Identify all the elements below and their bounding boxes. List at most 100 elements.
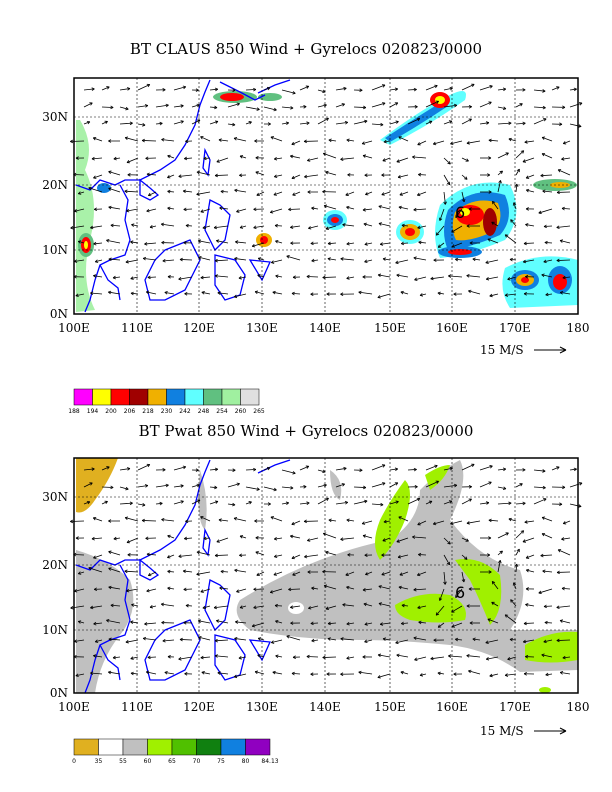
wind-arrowhead-icon xyxy=(556,86,560,90)
wind-arrow xyxy=(179,639,193,641)
wind-arrow xyxy=(346,656,355,659)
wind-arrow xyxy=(461,463,475,471)
wind-arrowhead-icon xyxy=(273,554,278,558)
wind-arrow xyxy=(399,191,409,196)
wind-arrow xyxy=(364,259,373,263)
wind-arrow xyxy=(256,191,265,196)
wind-arrow xyxy=(382,638,391,641)
wind-arrowhead-icon xyxy=(184,672,188,676)
wind-arrowhead-icon xyxy=(559,671,564,675)
wind-arrowhead-icon xyxy=(304,554,308,559)
wind-arrow xyxy=(144,622,157,625)
wind-arrow xyxy=(209,88,218,91)
colorbar-swatch xyxy=(73,738,99,756)
wind-arrowhead-icon xyxy=(364,119,368,124)
wind-arrowhead-icon xyxy=(562,275,566,280)
wind-arrowhead-icon xyxy=(196,119,201,123)
wind-arrow xyxy=(233,517,247,522)
wind-arrow xyxy=(508,138,517,142)
wind-arrow xyxy=(90,225,103,229)
wind-arrowhead-icon xyxy=(310,672,314,676)
wind-arrow xyxy=(450,520,463,525)
wind-arrowhead-icon xyxy=(430,656,434,661)
wind-arrowhead-icon xyxy=(248,121,252,125)
wind-arrow xyxy=(407,469,417,471)
wind-arrow xyxy=(485,639,499,644)
x-tick-label: 130E xyxy=(246,321,278,335)
wind-arrowhead-icon xyxy=(464,176,468,180)
wind-arrow xyxy=(233,137,247,142)
wind-arrow xyxy=(299,122,310,125)
wind-arrow xyxy=(93,655,103,658)
wind-arrow xyxy=(273,571,283,576)
wind-arrow xyxy=(234,569,247,573)
wind-arrow xyxy=(271,639,283,644)
wind-arrowhead-icon xyxy=(502,106,507,110)
wind-arrow xyxy=(209,468,218,471)
wind-arrowhead-icon xyxy=(364,553,368,557)
wind-arrow xyxy=(335,483,345,488)
wind-arrowhead-icon xyxy=(340,537,344,541)
wind-arrow xyxy=(497,180,501,193)
wind-arrow xyxy=(74,588,85,592)
wind-arrowhead-icon xyxy=(514,183,519,187)
wind-arrowhead-icon xyxy=(437,671,441,676)
wind-arrow xyxy=(101,501,108,505)
wind-arrowhead-icon xyxy=(466,141,470,145)
wind-arrow xyxy=(95,639,103,643)
wind-arrowhead-icon xyxy=(257,654,261,658)
wind-arrow xyxy=(443,500,453,505)
wind-arrowhead-icon xyxy=(307,538,311,542)
wind-arrowhead-icon xyxy=(395,500,399,504)
wind-arrowhead-icon xyxy=(214,485,218,490)
wind-arrow xyxy=(396,537,409,543)
wind-arrowhead-icon xyxy=(525,207,529,211)
wind-arrow xyxy=(358,671,373,675)
wind-arrowhead-icon xyxy=(184,292,188,296)
wind-arrowhead-icon xyxy=(126,588,130,593)
wind-arrowhead-icon xyxy=(162,468,166,472)
wind-arrow xyxy=(443,554,450,566)
wind-arrowhead-icon xyxy=(216,539,220,543)
wind-arrow xyxy=(488,519,499,522)
wind-arrowhead-icon xyxy=(310,621,314,626)
wind-arrow xyxy=(202,605,211,609)
wind-arrowhead-icon xyxy=(286,255,290,259)
wind-arrow xyxy=(83,121,91,125)
wind-arrowhead-icon xyxy=(340,292,344,296)
wind-arrowhead-icon xyxy=(233,674,238,679)
wind-arrowhead-icon xyxy=(543,118,547,122)
wind-arrowhead-icon xyxy=(414,484,418,489)
wind-arrow xyxy=(78,621,85,624)
wind-arrow xyxy=(200,136,211,142)
wind-arrow xyxy=(479,101,492,108)
wind-arrowhead-icon xyxy=(437,291,441,296)
wind-arrow xyxy=(378,603,391,607)
wind-arrowhead-icon xyxy=(466,224,470,228)
wind-arrow xyxy=(443,87,453,91)
wind-arrowhead-icon xyxy=(70,139,74,144)
wind-arrow xyxy=(491,601,499,607)
wind-arrow xyxy=(167,554,175,558)
wind-arrow xyxy=(443,191,446,205)
wind-arrowhead-icon xyxy=(327,637,331,641)
wind-arrowhead-icon xyxy=(435,232,440,236)
wind-arrowhead-icon xyxy=(270,516,274,520)
wind-arrowhead-icon xyxy=(382,482,386,486)
wind-arrowhead-icon xyxy=(505,532,509,536)
wind-arrowhead-icon xyxy=(437,244,442,248)
wind-arrow xyxy=(88,567,103,573)
colorbar-swatch xyxy=(196,738,222,756)
wind-arrow xyxy=(83,468,95,471)
wind-arrow xyxy=(362,535,373,539)
wind-arrow xyxy=(70,140,85,142)
wind-arrow xyxy=(533,89,546,92)
wind-arrow xyxy=(443,120,453,125)
wind-arrow xyxy=(346,276,355,279)
wind-arrow xyxy=(556,639,571,641)
wind-arrow xyxy=(142,520,157,522)
wind-arrowhead-icon xyxy=(125,260,129,264)
wind-arrowhead-icon xyxy=(364,173,368,177)
colorbar-swatch xyxy=(184,388,204,406)
wind-arrowhead-icon xyxy=(110,485,114,490)
